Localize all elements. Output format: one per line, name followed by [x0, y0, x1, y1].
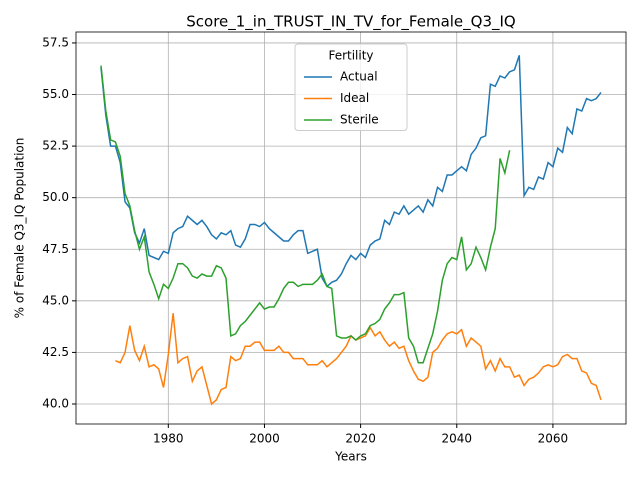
x-axis-label: Years — [334, 450, 367, 464]
y-tick-label: 52.5 — [42, 139, 69, 153]
y-tick-label: 57.5 — [42, 35, 69, 49]
chart-title: Score_1_in_TRUST_IN_TV_for_Female_Q3_IQ — [186, 13, 516, 32]
legend-label: Ideal — [340, 91, 369, 105]
x-tick-label: 2000 — [249, 432, 280, 446]
legend-label: Sterile — [340, 113, 379, 127]
y-tick-label: 42.5 — [42, 345, 69, 359]
y-tick-label: 50.0 — [42, 190, 69, 204]
y-tick-label: 45.0 — [42, 293, 69, 307]
series-line — [100, 65, 511, 364]
x-tick-label: 2040 — [441, 432, 472, 446]
x-tick-label: 2060 — [538, 432, 569, 446]
legend-box — [294, 43, 408, 131]
y-tick-label: 55.0 — [42, 87, 69, 101]
legend-label: Actual — [340, 70, 378, 84]
x-tick-label: 1980 — [153, 432, 184, 446]
x-tick-label: 2020 — [345, 432, 376, 446]
series-line — [100, 55, 602, 288]
legend-title: Fertility — [328, 49, 373, 63]
y-axis-label: % of Female Q3_IQ Population — [13, 138, 27, 319]
series-line — [115, 313, 602, 406]
y-tick-label: 40.0 — [42, 396, 69, 410]
y-tick-label: 47.5 — [42, 242, 69, 256]
plot-frame — [75, 31, 627, 425]
